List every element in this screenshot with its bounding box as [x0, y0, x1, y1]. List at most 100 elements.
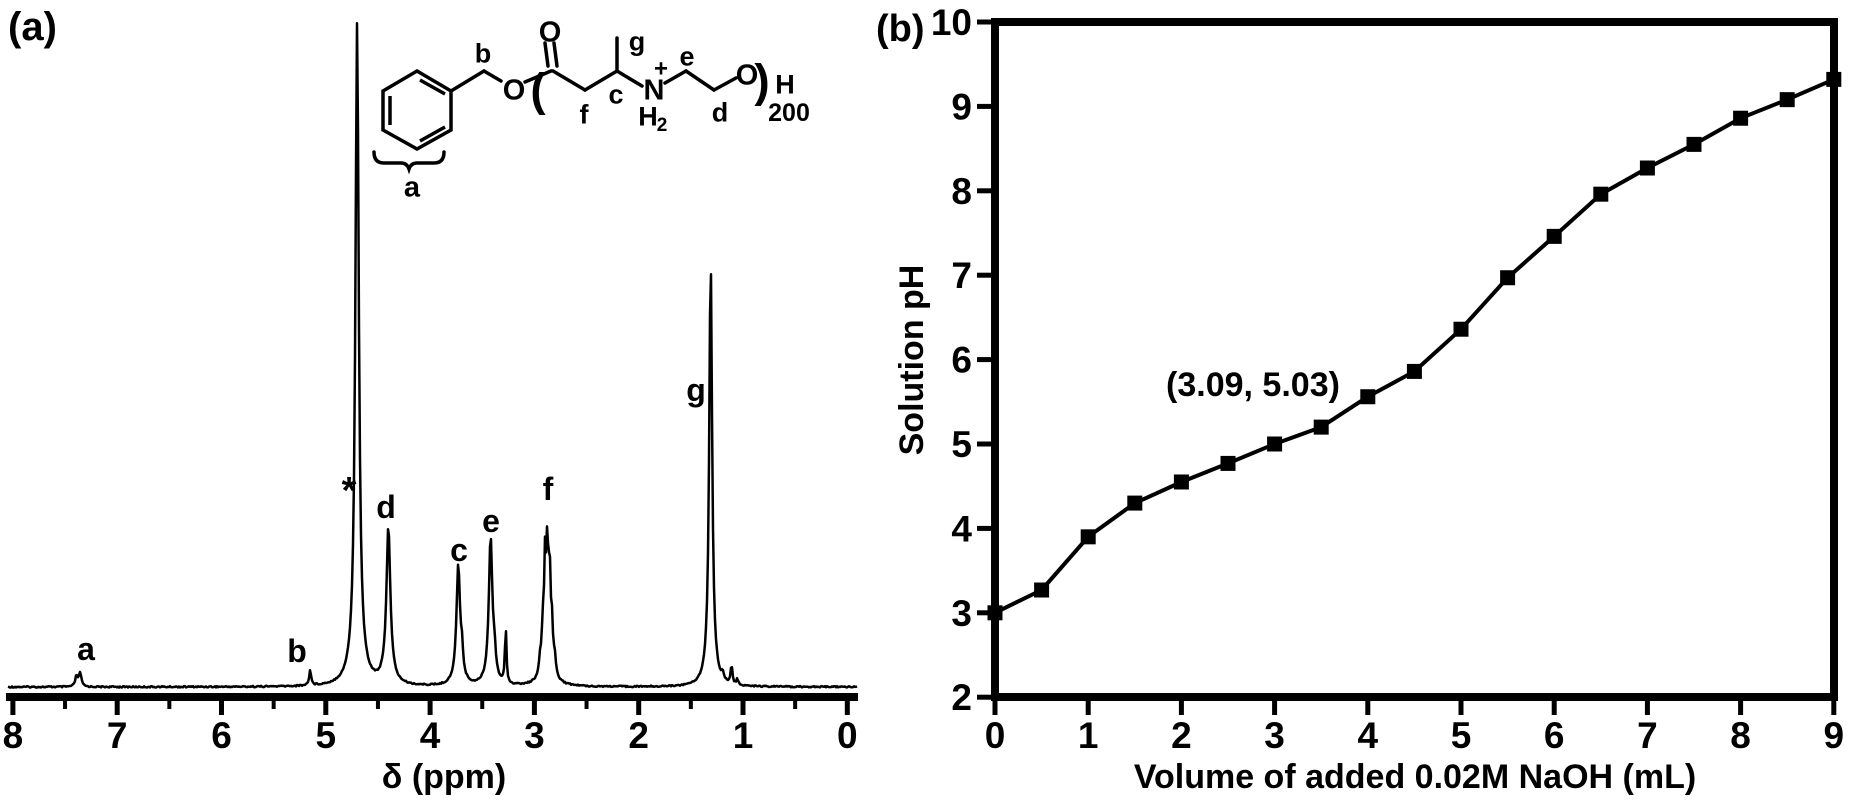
titration-line	[994, 77, 1835, 615]
titration-x-axis-line	[991, 693, 1838, 701]
structure-label-(: (	[530, 64, 546, 116]
structure-label-H: H	[638, 102, 658, 132]
titration-data-marker	[1080, 529, 1096, 545]
titration-x-tick-label: 6	[1544, 715, 1565, 756]
structure-label-O: O	[539, 16, 562, 48]
titration-data-marker	[1593, 186, 1609, 202]
titration-x-tick	[1458, 701, 1464, 715]
structure-label-g: g	[629, 27, 646, 57]
titration-top-border	[991, 18, 1838, 26]
structure-label-H: H	[775, 70, 795, 100]
structure-label-): )	[754, 55, 769, 107]
titration-data-marker	[1779, 92, 1795, 108]
nmr-x-axis-title: δ (ppm)	[381, 758, 507, 796]
nmr-axis: 8 7 6 5 4 3 2 1 0	[3, 693, 858, 756]
nmr-major-tick	[636, 701, 642, 715]
structure-label-2: 2	[657, 115, 668, 136]
nmr-peak-label-a: a	[77, 631, 95, 667]
titration-y-tick-label: 8	[951, 171, 972, 212]
nmr-tick-label: 2	[628, 715, 649, 756]
titration-axes: 2 3 4 5 6 7 8 9 10 0 1 2 3 4 5 6 7 8 9	[931, 2, 1844, 756]
benzene-double-bond	[419, 78, 446, 96]
titration-x-tick-label: 8	[1730, 715, 1751, 756]
nmr-minor-tick	[584, 701, 589, 709]
titration-y-tick	[977, 441, 991, 447]
titration-y-tick-label: 2	[951, 677, 972, 718]
titration-data-marker	[1500, 270, 1516, 286]
titration-data-marker	[1127, 495, 1143, 511]
titration-y-tick	[977, 694, 991, 700]
panel-a-label: (a)	[8, 5, 57, 49]
nmr-tick-label: 7	[107, 715, 128, 756]
structure-label-f: f	[580, 100, 590, 130]
nmr-major-tick	[219, 701, 224, 715]
nmr-minor-tick	[793, 701, 798, 709]
nmr-minor-tick	[271, 701, 276, 709]
titration-x-tick-label: 5	[1451, 715, 1472, 756]
nmr-peak-label-g: g	[686, 372, 706, 408]
nmr-tick-label: 0	[837, 715, 858, 756]
titration-annotation: (3.09, 5.03)	[1166, 366, 1340, 404]
titration-x-tick	[992, 701, 998, 715]
titration-x-tick-label: 3	[1264, 715, 1285, 756]
titration-series	[987, 71, 1842, 621]
titration-data-marker	[1034, 582, 1050, 598]
titration-y-tick-label: 9	[951, 86, 972, 127]
structure-label-200: 200	[768, 99, 810, 127]
structure-bond	[449, 69, 486, 93]
structure-bond	[712, 76, 738, 92]
panel-b-label: (b)	[876, 8, 925, 50]
nmr-peak-labels: a b * d ce f g	[77, 372, 706, 669]
nmr-peak-label-b: b	[287, 633, 307, 669]
structure-label-+: +	[654, 56, 668, 83]
nmr-major-tick	[427, 701, 433, 715]
titration-data-marker	[1686, 136, 1702, 152]
nmr-major-tick	[10, 701, 16, 715]
benzene-double-bond	[419, 125, 446, 143]
titration-data-marker	[1313, 419, 1329, 435]
nmr-major-tick	[844, 701, 850, 715]
nmr-minor-tick	[688, 701, 693, 709]
nmr-peak-label-solvent: *	[342, 470, 357, 512]
structure-bond	[482, 69, 503, 83]
titration-y-tick	[977, 272, 991, 278]
structure-label-O: O	[503, 74, 526, 106]
titration-y-tick	[977, 188, 991, 194]
titration-y-tick	[977, 103, 991, 109]
structure-bond	[583, 69, 619, 92]
nmr-axis-bar	[6, 693, 858, 701]
titration-x-tick	[1644, 701, 1650, 715]
titration-y-tick	[977, 357, 991, 363]
nmr-peak-label-f: f	[543, 471, 554, 507]
structure-label-e: e	[679, 42, 694, 72]
titration-x-axis-title: Volume of added 0.02M NaOH (mL)	[1133, 758, 1697, 796]
titration-x-tick-label: 1	[1078, 715, 1099, 756]
nmr-peak-label-c: c	[450, 532, 468, 568]
structure-bond	[684, 69, 716, 92]
nmr-minor-tick	[63, 701, 68, 709]
nmr-major-tick	[740, 701, 746, 715]
titration-x-tick-label: 7	[1637, 715, 1658, 756]
titration-x-tick-label: 4	[1358, 715, 1379, 756]
titration-y-tick-label: 10	[931, 2, 972, 43]
titration-y-tick-label: 7	[951, 255, 972, 296]
structure-label-b: b	[475, 39, 492, 69]
titration-x-tick-label: 2	[1171, 715, 1192, 756]
structure-bond	[552, 41, 559, 68]
structure-label-c: c	[608, 80, 623, 110]
structure-bond	[523, 69, 553, 84]
titration-data-marker	[987, 605, 1003, 621]
nmr-minor-tick	[167, 701, 172, 709]
titration-x-tick-label: 0	[985, 715, 1006, 756]
nmr-tick-label: 5	[316, 715, 337, 756]
titration-data-marker	[1639, 160, 1655, 176]
titration-x-tick	[1085, 701, 1091, 715]
titration-x-tick	[1831, 701, 1837, 715]
titration-data-marker	[1406, 363, 1422, 379]
structure-bond	[543, 41, 550, 68]
titration-data-marker	[1220, 455, 1236, 471]
titration-data-marker	[1267, 436, 1283, 452]
nmr-tick-label: 3	[524, 715, 545, 756]
